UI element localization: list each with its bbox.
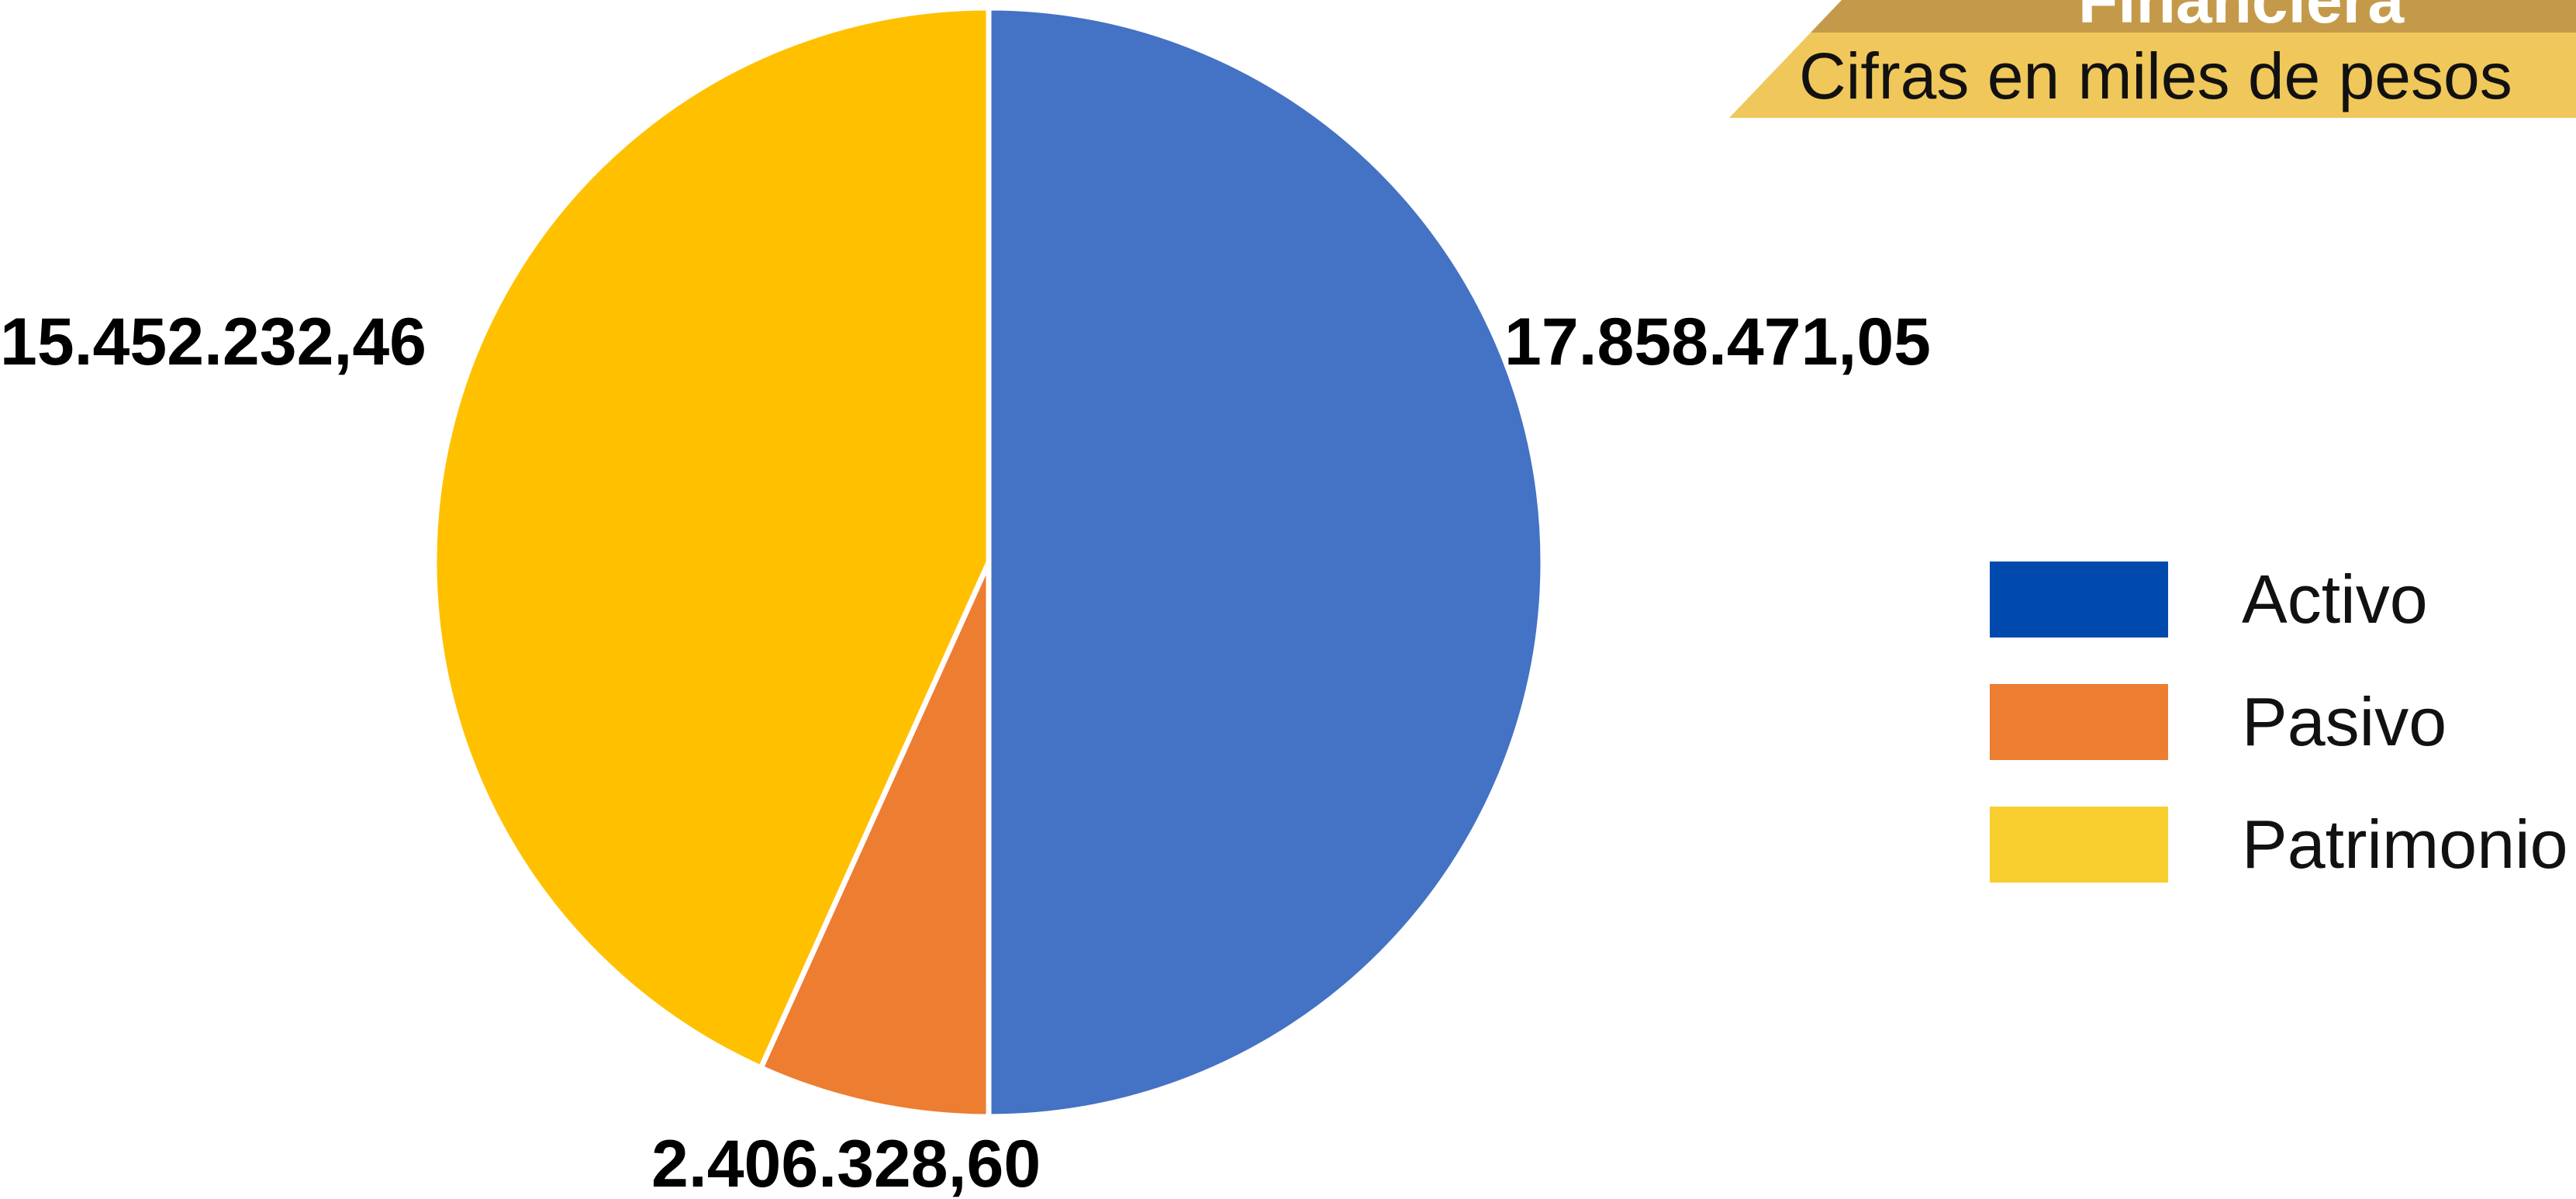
legend-swatch-pasivo: [1990, 684, 2168, 760]
chart-subtitle: Cifras en miles de pesos: [1799, 40, 2512, 112]
legend-swatch-patrimonio: [1990, 807, 2168, 883]
legend-label-patrimonio: Patrimonio: [2242, 806, 2568, 883]
pie-slice-pasivo: [758, 559, 992, 1120]
pie-slice-patrimonio: [431, 5, 992, 1071]
legend-label-pasivo: Pasivo: [2242, 683, 2447, 760]
legend-swatch-activo: [1990, 561, 2168, 638]
chart-title: Financiera: [2077, 0, 2405, 36]
data-labels: 17.858.471,05 2.406.328,60 15.452.232,46: [0, 305, 1931, 1199]
pie-slice-activo: [986, 5, 1546, 1120]
data-label-activo: 17.858.471,05: [1504, 305, 1931, 379]
pie-chart: [431, 5, 1546, 1120]
legend-label-activo: Activo: [2242, 561, 2428, 638]
subtitle-band: [1729, 33, 2576, 118]
data-label-pasivo: 2.406.328,60: [651, 1127, 1041, 1199]
data-label-patrimonio: 15.452.232,46: [0, 305, 426, 379]
title-band: [1811, 0, 2576, 33]
